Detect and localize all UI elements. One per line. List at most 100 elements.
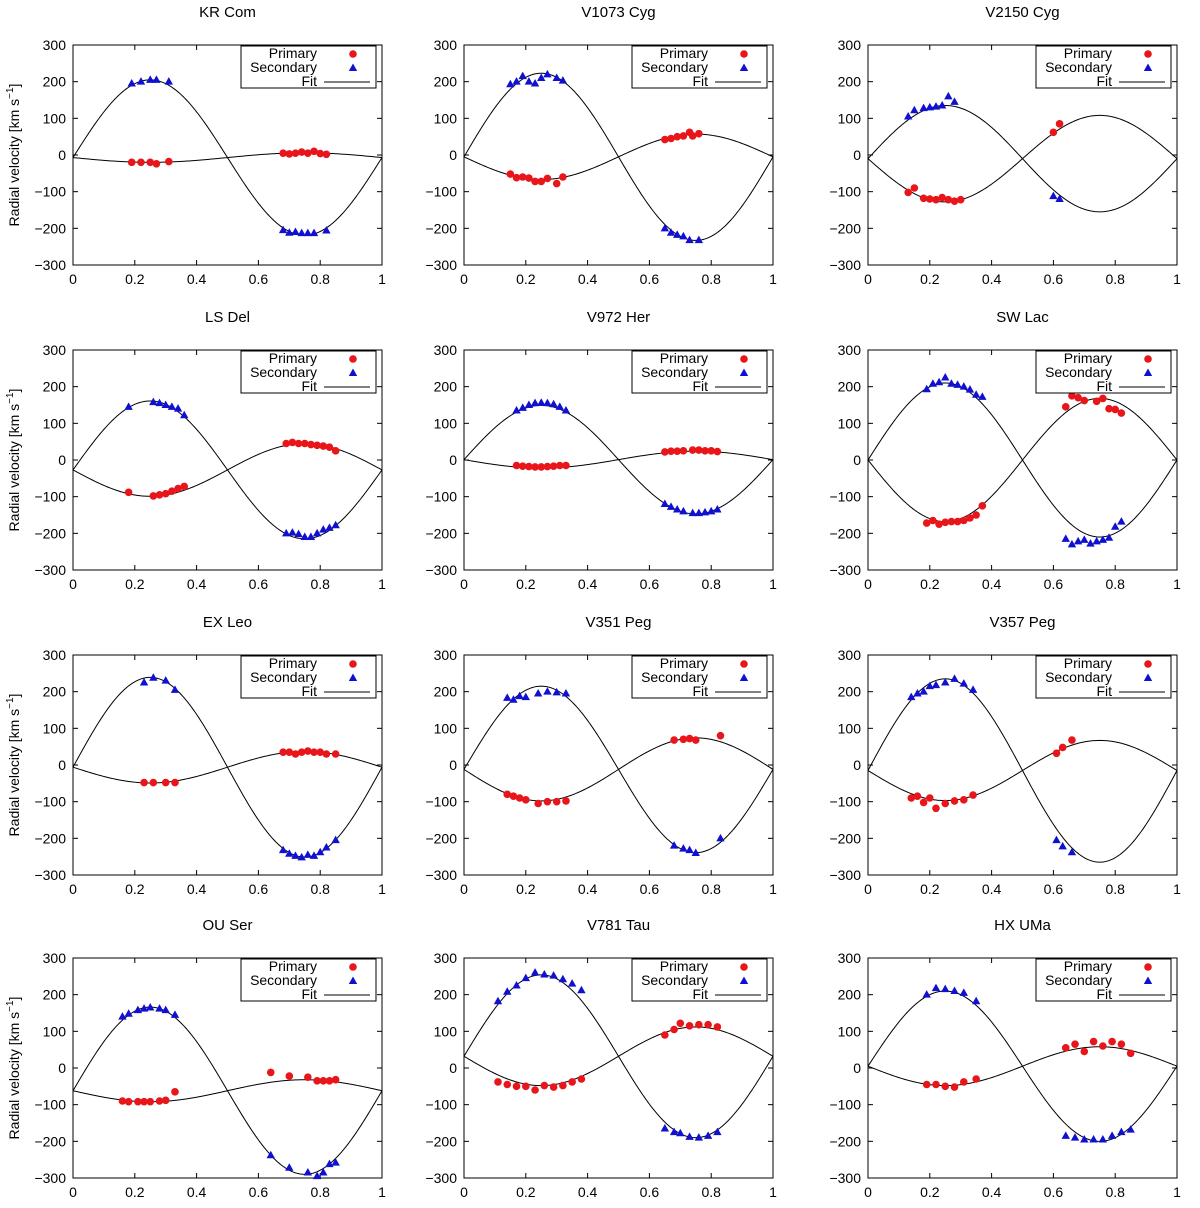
legend-label-secondary: Secondary xyxy=(641,364,708,380)
secondary-point xyxy=(685,235,694,244)
legend-primary-marker xyxy=(1144,50,1152,58)
secondary-point xyxy=(1104,533,1114,541)
panel-title: V1073 Cyg xyxy=(581,4,655,21)
x-tick-label: 0.6 xyxy=(640,271,660,287)
secondary-point xyxy=(282,528,291,537)
y-tick-label: 100 xyxy=(43,415,67,431)
y-tick-label: −200 xyxy=(425,1133,457,1149)
y-tick-label: −100 xyxy=(425,794,457,810)
y-tick-label: 0 xyxy=(853,147,861,163)
rv-panel: V781 Tau −300 −200 −100 0 100 200 300 0 0.2 0.4 0.6… xyxy=(425,917,777,1208)
legend-primary-marker xyxy=(740,50,748,58)
secondary-point xyxy=(518,71,527,80)
panel-title: V351 Peg xyxy=(586,614,652,631)
secondary-point xyxy=(931,680,941,689)
y-tick-label: 0 xyxy=(58,757,66,773)
legend-primary-marker xyxy=(740,660,748,668)
y-tick-label: 0 xyxy=(853,452,861,468)
y-tick-label: −200 xyxy=(425,525,457,541)
secondary-point xyxy=(1070,1133,1080,1141)
legend-label-secondary: Secondary xyxy=(250,59,317,75)
primary-point xyxy=(704,1020,712,1029)
secondary-point xyxy=(685,1132,694,1140)
primary-point xyxy=(670,736,678,744)
primary-point xyxy=(331,1075,340,1084)
secondary-point xyxy=(133,1005,143,1014)
secondary-point xyxy=(1098,1135,1108,1143)
primary-point xyxy=(525,174,533,182)
secondary-point xyxy=(552,73,561,81)
y-tick-label: 0 xyxy=(853,757,861,773)
primary-point xyxy=(1099,1042,1107,1050)
primary-point xyxy=(688,132,697,140)
primary-point xyxy=(155,1097,164,1105)
secondary-point xyxy=(1055,194,1064,202)
y-tick-label: 0 xyxy=(449,1060,457,1076)
secondary-point xyxy=(537,398,546,406)
secondary-point xyxy=(1117,1127,1126,1136)
primary-point xyxy=(515,794,524,802)
primary-point xyxy=(319,1077,328,1085)
secondary-point xyxy=(549,971,558,979)
primary-point xyxy=(1126,1049,1135,1058)
y-tick-label: 0 xyxy=(449,147,457,163)
legend-label-primary: Primary xyxy=(660,45,708,61)
x-tick-label: 0.6 xyxy=(640,881,660,897)
secondary-point xyxy=(1073,536,1083,545)
primary-point xyxy=(691,736,700,744)
y-tick-label: 0 xyxy=(853,1060,861,1076)
secondary-point xyxy=(676,1128,685,1137)
secondary-point xyxy=(512,981,521,989)
primary-point xyxy=(562,797,570,805)
y-tick-label: −300 xyxy=(425,867,457,883)
y-tick-label: 100 xyxy=(434,415,458,431)
primary-point xyxy=(966,514,974,522)
x-tick-label: 0 xyxy=(460,576,468,592)
primary-point xyxy=(124,1097,133,1106)
secondary-point xyxy=(503,693,512,701)
secondary-point xyxy=(118,1012,127,1020)
primary-point xyxy=(577,1075,586,1083)
secondary-point xyxy=(713,505,722,513)
secondary-point xyxy=(512,406,521,414)
primary-point xyxy=(161,489,170,498)
y-tick-label: 300 xyxy=(838,37,862,53)
primary-point xyxy=(140,1097,148,1106)
primary-point xyxy=(503,1080,512,1089)
panel-title: V357 Peg xyxy=(990,614,1056,631)
primary-point xyxy=(679,132,688,140)
primary-point xyxy=(155,491,164,499)
x-tick-label: 0 xyxy=(69,881,77,897)
primary-point xyxy=(518,173,527,181)
secondary-point xyxy=(558,76,568,84)
secondary-point xyxy=(1126,1125,1135,1133)
x-tick-label: 0.8 xyxy=(1105,1184,1125,1200)
primary-point xyxy=(926,794,934,802)
primary-point xyxy=(297,148,306,156)
secondary-point xyxy=(703,1131,713,1139)
primary-point xyxy=(695,446,703,454)
secondary-point xyxy=(922,990,931,998)
primary-point xyxy=(304,149,312,157)
y-axis-label: Radial velocity [km s−1] xyxy=(5,389,22,532)
primary-point xyxy=(559,1081,567,1090)
secondary-point xyxy=(959,382,968,390)
fit-curve-secondary xyxy=(464,404,773,515)
x-tick-label: 0 xyxy=(460,881,468,897)
secondary-point xyxy=(306,532,316,540)
legend-label-secondary: Secondary xyxy=(250,364,317,380)
secondary-point xyxy=(139,678,149,686)
primary-point xyxy=(140,778,148,787)
y-tick-label: 100 xyxy=(838,110,862,126)
primary-point xyxy=(543,462,552,471)
secondary-point xyxy=(953,380,962,388)
y-tick-label: 100 xyxy=(838,1023,862,1039)
primary-point xyxy=(1080,396,1089,405)
secondary-point xyxy=(543,398,552,407)
primary-point xyxy=(1061,1044,1070,1052)
secondary-point xyxy=(660,223,670,232)
